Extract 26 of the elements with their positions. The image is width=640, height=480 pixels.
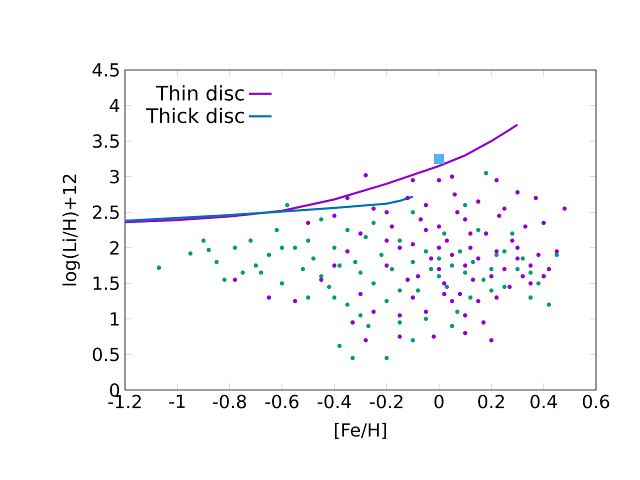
y-tick-label: 4 [110, 98, 120, 112]
x-axis-title: [Fe/H] [335, 422, 386, 439]
y-tick-label: 4.5 [92, 63, 119, 77]
y-tick-label: 0.5 [92, 348, 119, 362]
y-tick-label: 3.5 [93, 134, 119, 148]
x-tick-label: -1 [169, 394, 185, 408]
y-tick-label: 3 [110, 170, 119, 184]
y-tick-label: 1.5 [94, 276, 119, 290]
line-series [125, 124, 519, 224]
y-tick-label: 0 [110, 383, 120, 397]
line-series [125, 196, 414, 222]
y-axis-title: log(Li/H)+12 [62, 174, 80, 286]
x-tick-label: -1.2 [108, 394, 141, 408]
x-tick-label: 0.2 [478, 394, 504, 408]
x-tick-label: -0.2 [370, 394, 402, 408]
y-tick-label: 2 [110, 241, 118, 254]
legend-label: Thin disc [156, 85, 244, 101]
x-tick-label: 0.6 [582, 394, 610, 408]
legend-label: Thick disc [146, 108, 244, 124]
x-tick-label: -0.8 [212, 394, 246, 408]
y-tick-label: 2.5 [92, 205, 119, 220]
x-tick-label: 0.4 [530, 394, 557, 408]
x-tick-label: -0.4 [318, 394, 351, 408]
x-tick-label: 0 [434, 394, 444, 408]
x-tick-label: -0.6 [265, 394, 298, 408]
y-tick-label: 1 [110, 312, 119, 326]
